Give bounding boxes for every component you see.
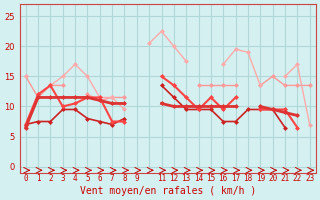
X-axis label: Vent moyen/en rafales ( km/h ): Vent moyen/en rafales ( km/h )	[80, 186, 256, 196]
